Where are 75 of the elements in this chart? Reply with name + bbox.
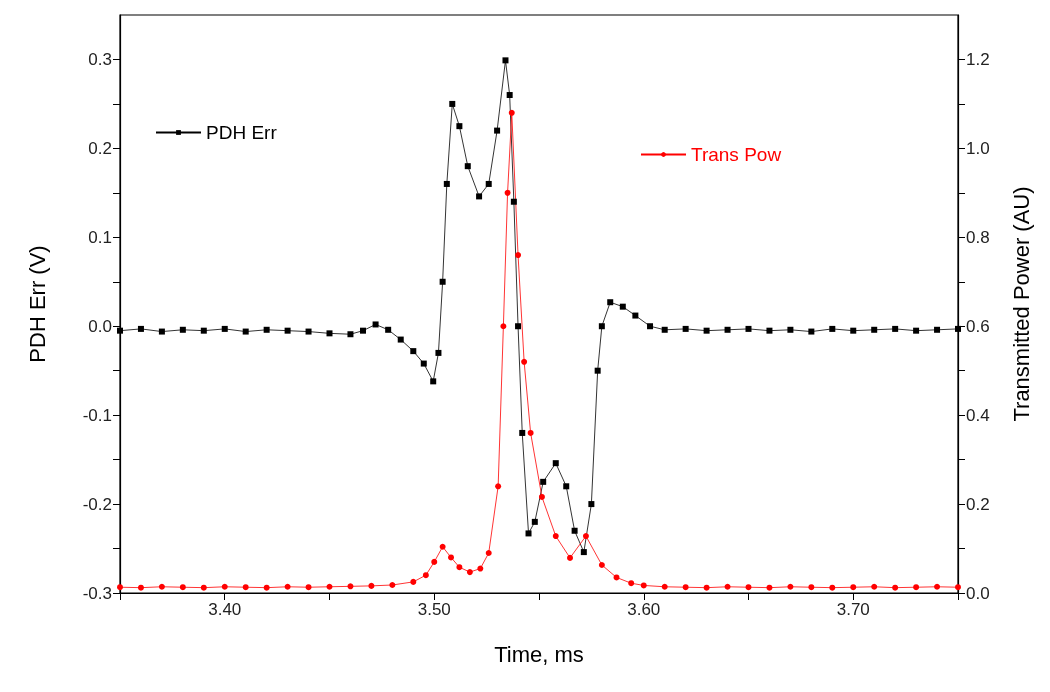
point — [850, 584, 857, 591]
x-tick-label: 3.70 — [836, 600, 870, 619]
point — [808, 584, 815, 591]
point — [538, 493, 545, 500]
point — [955, 584, 961, 591]
x-tick-label: 3.50 — [417, 600, 451, 619]
y2-tick-label: 0.8 — [966, 227, 990, 247]
point — [787, 583, 794, 590]
y-tick-label: 0.1 — [88, 227, 112, 247]
point — [368, 582, 375, 589]
point — [500, 323, 507, 330]
point — [682, 584, 689, 591]
point — [221, 583, 228, 590]
y-tick-label: 0.0 — [88, 316, 112, 336]
point — [661, 583, 668, 590]
point — [117, 584, 123, 591]
x-tick-label: 3.60 — [627, 600, 661, 619]
point — [431, 558, 438, 565]
point — [456, 564, 463, 571]
y2-axis-title: Transmitted Power (AU) — [1008, 186, 1034, 422]
point — [628, 580, 635, 587]
point — [326, 583, 333, 590]
legend-label: PDH Err — [206, 122, 278, 143]
y2-tick-label: 1.0 — [966, 138, 990, 158]
y2-tick-label: 1.2 — [966, 49, 990, 69]
point — [284, 583, 291, 590]
y-tick-label: -0.2 — [82, 494, 112, 514]
y-axis-title: PDH Err (V) — [24, 245, 50, 363]
y-tick-label: 0.2 — [88, 138, 112, 158]
y2-tick-label: 0.6 — [966, 316, 990, 336]
point — [158, 583, 165, 590]
y-tick-label: -0.3 — [82, 583, 112, 603]
point — [613, 574, 620, 581]
point — [466, 569, 473, 576]
y2-tick-label: 0.0 — [966, 583, 990, 603]
point — [934, 583, 941, 590]
point — [485, 549, 492, 556]
y-tick-label: -0.1 — [82, 405, 112, 425]
point — [179, 584, 186, 591]
point — [515, 252, 522, 259]
point — [410, 578, 417, 585]
point — [422, 572, 429, 579]
y2-tick-label: 0.2 — [966, 494, 990, 514]
point — [521, 358, 528, 365]
point — [552, 533, 559, 540]
point — [137, 584, 144, 591]
point — [913, 584, 920, 591]
point — [242, 584, 249, 591]
point — [200, 584, 207, 591]
point — [567, 554, 574, 561]
point — [439, 543, 446, 550]
point — [745, 584, 752, 591]
point — [504, 189, 511, 196]
point — [263, 584, 270, 591]
y2-tick-label: 0.4 — [966, 405, 990, 425]
y-tick-label: 0.3 — [88, 49, 112, 69]
point — [724, 583, 731, 590]
point — [527, 429, 534, 436]
legend-label: Trans Pow — [691, 144, 782, 165]
point — [389, 582, 396, 588]
point — [766, 584, 773, 591]
point — [703, 584, 710, 591]
point — [347, 583, 354, 590]
point — [495, 483, 502, 490]
point — [305, 584, 312, 591]
point — [598, 561, 605, 568]
x-axis-title: Time, ms — [494, 641, 584, 667]
x-tick-label: 3.40 — [208, 600, 242, 619]
point — [508, 109, 515, 116]
point — [892, 584, 899, 591]
point — [640, 582, 647, 589]
point — [448, 554, 455, 561]
point — [582, 533, 589, 540]
point — [871, 583, 878, 590]
point — [829, 584, 836, 591]
